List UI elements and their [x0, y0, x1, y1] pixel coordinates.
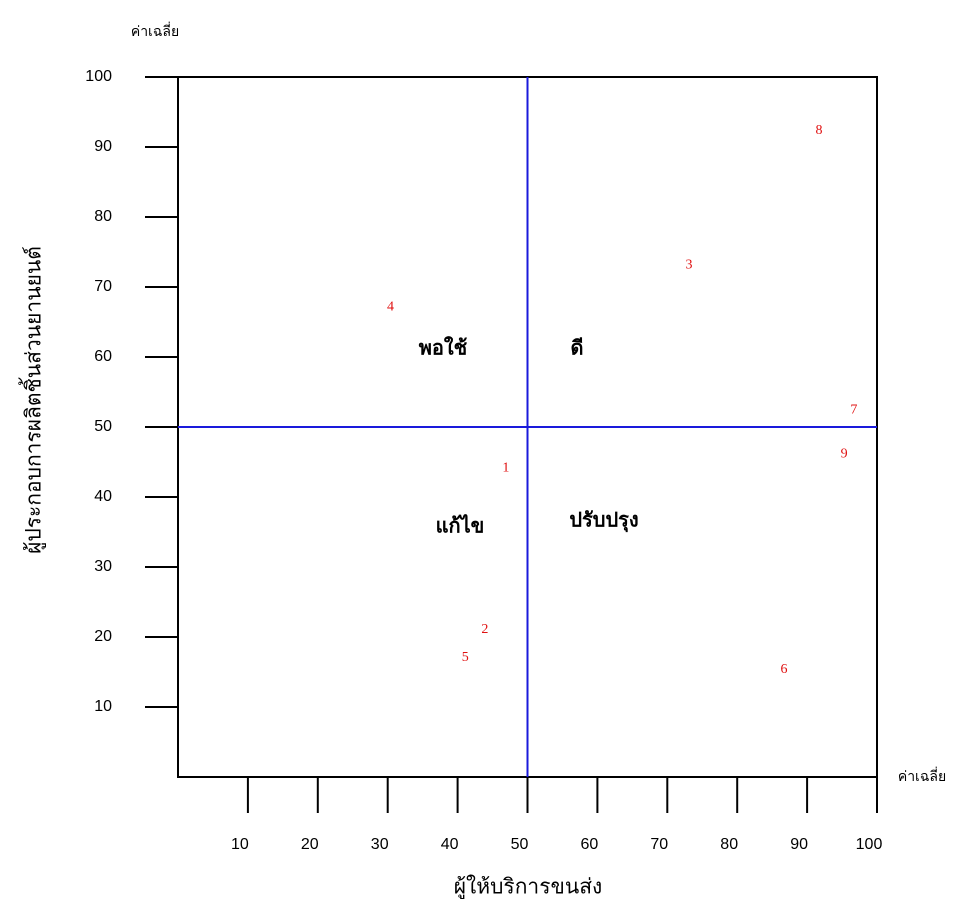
x-tick-label: 30: [371, 836, 389, 853]
y-tick-label: 60: [94, 348, 112, 365]
y-tick-label: 100: [85, 68, 112, 85]
x-tick-label: 90: [790, 836, 808, 853]
y-tick-label: 70: [94, 278, 112, 295]
quadrant-label: ปรับปรุง: [569, 508, 638, 533]
point-label: 8: [815, 123, 822, 138]
point-label: 4: [387, 300, 394, 315]
x-tick-label: 80: [720, 836, 738, 853]
point-label: 1: [502, 461, 509, 476]
quadrant-label: ดี: [571, 336, 584, 360]
x-tick-label: 70: [650, 836, 668, 853]
x-tick-label: 40: [441, 836, 459, 853]
corner-label-x: ค่าเฉลี่ย: [898, 767, 946, 785]
point-label: 2: [481, 622, 488, 637]
point-label: 9: [841, 447, 848, 462]
x-tick-label: 10: [231, 836, 249, 853]
y-tick-label: 20: [94, 628, 112, 645]
x-axis-title: ผู้ให้บริการขนส่ง: [454, 875, 603, 900]
point-label: 7: [850, 402, 857, 417]
point-label: 3: [685, 258, 692, 273]
corner-label-y: ค่าเฉลี่ย: [131, 22, 179, 40]
y-tick-label: 50: [94, 418, 112, 435]
y-tick-label: 80: [94, 208, 112, 225]
point-label: 5: [462, 650, 469, 665]
y-tick-label: 40: [94, 488, 112, 505]
x-tick-label: 50: [511, 836, 529, 853]
x-tick-label: 20: [301, 836, 319, 853]
y-tick-label: 90: [94, 138, 112, 155]
y-tick-label: 10: [94, 698, 112, 715]
y-tick-label: 30: [94, 558, 112, 575]
quadrant-label: พอใช้: [419, 336, 468, 360]
point-label: 6: [781, 662, 788, 677]
x-tick-label: 60: [581, 836, 599, 853]
x-tick-label: 100: [856, 836, 883, 853]
y-axis-title: ผู้ประกอบการผลิตชิ้นส่วนยานยนต์: [19, 246, 47, 554]
quadrant-label: แก้ไข: [436, 514, 485, 538]
